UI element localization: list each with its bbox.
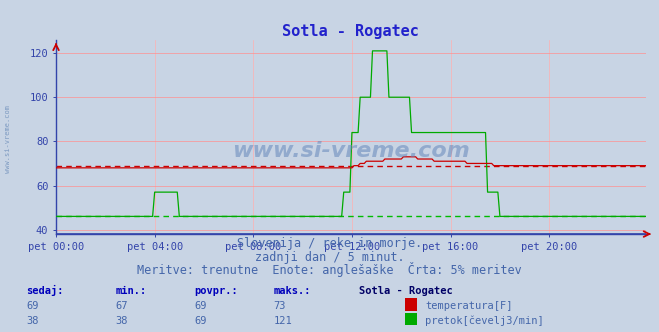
Title: Sotla - Rogatec: Sotla - Rogatec bbox=[283, 24, 419, 39]
Text: 69: 69 bbox=[26, 301, 39, 311]
Text: Meritve: trenutne  Enote: anglešaške  Črta: 5% meritev: Meritve: trenutne Enote: anglešaške Črta… bbox=[137, 262, 522, 277]
Text: Slovenija / reke in morje.: Slovenija / reke in morje. bbox=[237, 237, 422, 250]
Text: 38: 38 bbox=[26, 316, 39, 326]
Text: min.:: min.: bbox=[115, 286, 146, 296]
Text: temperatura[F]: temperatura[F] bbox=[425, 301, 513, 311]
Text: 69: 69 bbox=[194, 316, 207, 326]
Text: pretok[čevelj3/min]: pretok[čevelj3/min] bbox=[425, 315, 544, 326]
Text: Sotla - Rogatec: Sotla - Rogatec bbox=[359, 286, 453, 296]
Text: www.si-vreme.com: www.si-vreme.com bbox=[5, 106, 11, 173]
Text: 38: 38 bbox=[115, 316, 128, 326]
Text: 121: 121 bbox=[273, 316, 292, 326]
Text: maks.:: maks.: bbox=[273, 286, 311, 296]
Text: 69: 69 bbox=[194, 301, 207, 311]
Text: zadnji dan / 5 minut.: zadnji dan / 5 minut. bbox=[254, 251, 405, 264]
Text: sedaj:: sedaj: bbox=[26, 285, 64, 296]
Text: 67: 67 bbox=[115, 301, 128, 311]
Text: povpr.:: povpr.: bbox=[194, 286, 238, 296]
Text: 73: 73 bbox=[273, 301, 286, 311]
Text: www.si-vreme.com: www.si-vreme.com bbox=[232, 140, 470, 161]
